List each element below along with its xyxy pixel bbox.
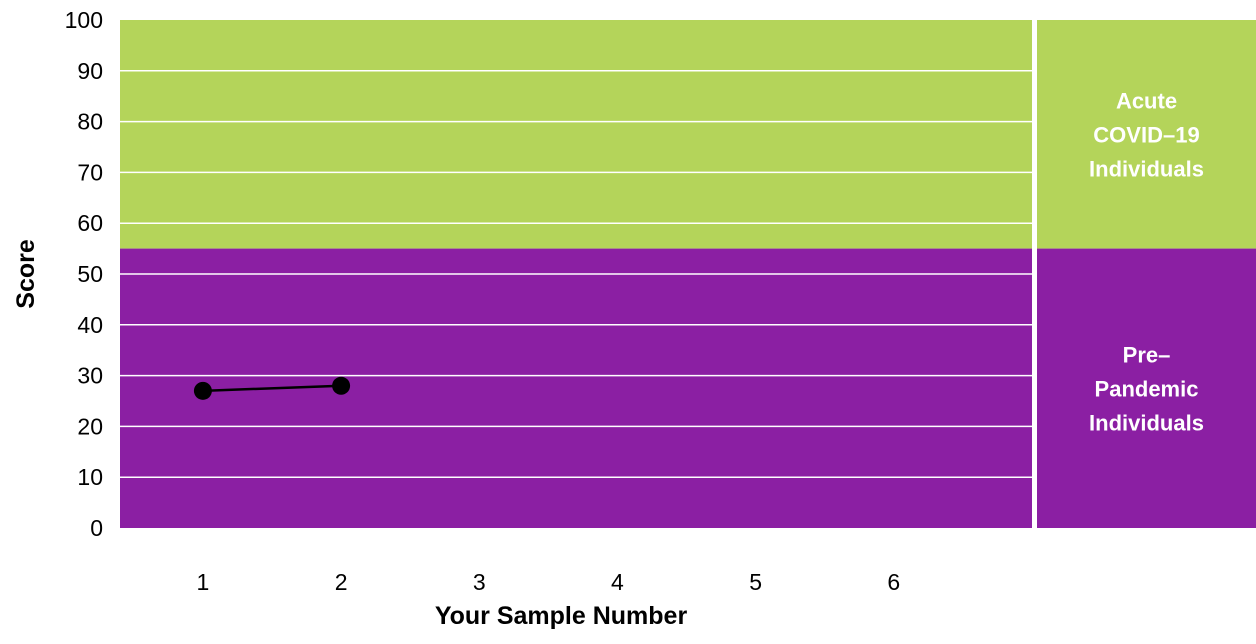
x-tick-1: 1 (197, 569, 210, 595)
y-tick-50: 50 (77, 261, 103, 287)
band-label-1-line-2: Individuals (1089, 410, 1204, 435)
y-tick-20: 20 (77, 413, 103, 439)
series-0-point-1 (332, 376, 351, 395)
band-panel-1 (1037, 248, 1256, 528)
data-series (193, 376, 351, 400)
y-tick-60: 60 (77, 210, 103, 236)
series-0-line (202, 384, 342, 393)
y-tick-labels: 0 10 20 30 40 50 60 70 80 90 100 (65, 7, 103, 541)
x-tick-3: 3 (473, 569, 486, 595)
band-label-1-line-1: Pandemic (1095, 376, 1199, 401)
y-tick-70: 70 (77, 159, 103, 185)
band-label-0-line-1: COVID–19 (1093, 122, 1199, 147)
x-tick-2: 2 (335, 569, 348, 595)
y-tick-0: 0 (90, 515, 103, 541)
band-label-0-line-0: Acute (1116, 88, 1177, 113)
band-label-panel: Acute COVID–19 Individuals Pre– Pandemic Indi… (1037, 20, 1256, 528)
band-label-1-line-0: Pre– (1123, 342, 1171, 367)
y-tick-30: 30 (77, 363, 103, 389)
y-axis-title: Score (12, 239, 40, 309)
y-tick-100: 100 (65, 7, 103, 33)
y-tick-40: 40 (77, 312, 103, 338)
y-tick-10: 10 (77, 464, 103, 490)
band-group (120, 20, 1032, 528)
gridlines (120, 70, 1032, 478)
x-tick-4: 4 (611, 569, 624, 595)
band-0 (120, 20, 1032, 249)
y-tick-90: 90 (77, 58, 103, 84)
x-tick-labels: 1 2 3 4 5 6 (197, 569, 901, 595)
band-panel-0 (1037, 20, 1256, 249)
x-axis-title: Your Sample Number (435, 602, 688, 630)
x-tick-5: 5 (749, 569, 762, 595)
x-tick-6: 6 (887, 569, 900, 595)
band-label-0-line-2: Individuals (1089, 156, 1204, 181)
series-0-point-0 (193, 381, 212, 400)
y-tick-80: 80 (77, 109, 103, 135)
